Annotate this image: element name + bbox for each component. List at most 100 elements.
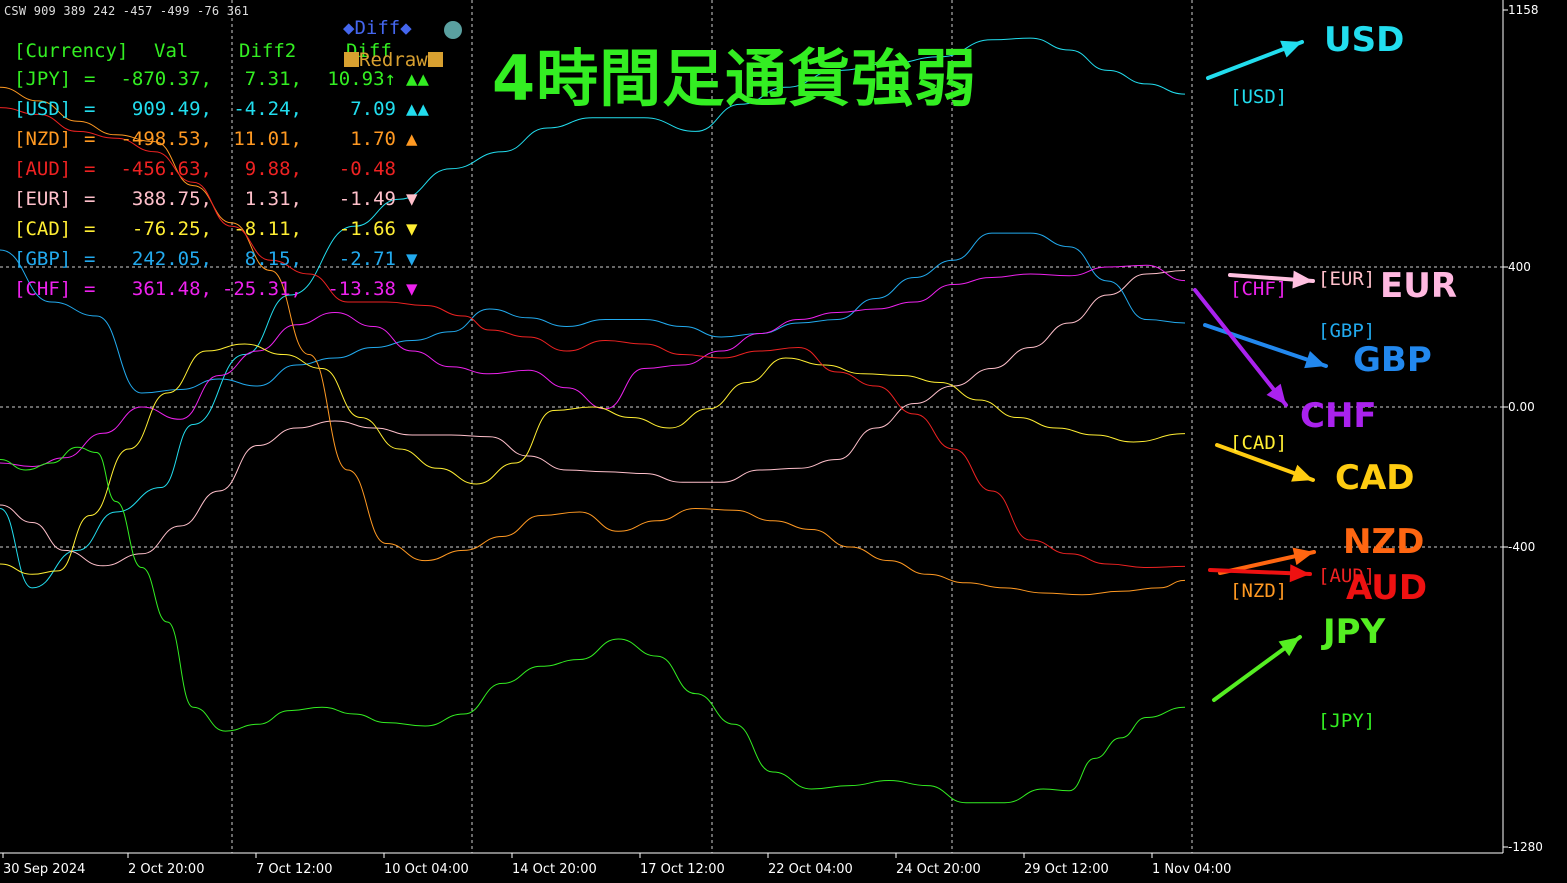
equals-sign: =: [84, 248, 96, 270]
annotation-jpy: JPY: [1323, 612, 1386, 652]
series-line-eur: [0, 270, 1186, 567]
val-value: -456.63,: [120, 158, 212, 180]
currency-label: [EUR]: [14, 188, 72, 210]
series-line-gbp: [0, 232, 1186, 394]
equals-sign: =: [84, 98, 96, 120]
y-tick-label: 1158: [1508, 3, 1539, 17]
arrow-eur-icon: [1228, 270, 1315, 289]
trend-arrows: ▼: [406, 248, 418, 270]
equals-sign: =: [84, 158, 96, 180]
diff-value: -0.48: [338, 158, 396, 180]
x-tick-label: 30 Sep 2024: [3, 862, 85, 877]
y-tick-label: 400: [1508, 260, 1531, 274]
col-header-val: Val: [154, 40, 189, 62]
equals-sign: =: [84, 128, 96, 150]
arrow-chf-icon: [1193, 288, 1288, 407]
annotation-eur: EUR: [1380, 266, 1458, 306]
annotation-nzd: NZD: [1343, 522, 1425, 562]
arrow-head: [1278, 637, 1300, 657]
arrow-head: [1289, 564, 1310, 583]
currency-label: [CAD]: [14, 218, 72, 240]
redraw-label: Redraw: [359, 49, 428, 71]
series-line-cad: [0, 343, 1186, 575]
series-line-jpy: [0, 446, 1186, 804]
currency-label: [NZD]: [14, 128, 72, 150]
series-tag-gbp: [GBP]: [1318, 320, 1376, 342]
trend-arrows: ▼: [406, 188, 418, 210]
diff-value: -1.66: [338, 218, 396, 240]
y-tick-label: -1280: [1508, 840, 1543, 854]
arrow-gbp-icon: [1203, 323, 1328, 369]
arrow-cad-icon: [1215, 443, 1315, 482]
diff-value: -13.38: [327, 278, 396, 300]
diff-value: 10.93↑: [327, 68, 396, 90]
x-tick-label: 29 Oct 12:00: [1024, 862, 1109, 877]
redraw-button[interactable]: Redraw: [344, 49, 443, 71]
series-line-nzd: [0, 86, 1186, 596]
trend-arrows: ▲▲: [406, 98, 429, 120]
trend-arrows: ▼: [406, 278, 418, 300]
y-tick-label: -400: [1508, 540, 1535, 554]
redraw-square-icon: [344, 52, 359, 67]
x-tick-label: 10 Oct 04:00: [384, 862, 469, 877]
x-tick-label: 2 Oct 20:00: [128, 862, 204, 877]
diff-value: -2.71: [338, 248, 396, 270]
val-value: -498.53,: [120, 128, 212, 150]
equals-sign: =: [84, 278, 96, 300]
series-tag-aud: [AUD]: [1318, 565, 1376, 587]
indicator-header: CSW 909 389 242 -457 -499 -76 361: [4, 4, 250, 18]
annotation-arrows: [1193, 40, 1328, 702]
series-line-aud: [0, 107, 1186, 568]
trend-arrows: ▼: [406, 218, 418, 240]
currency-label: [CHF]: [14, 278, 72, 300]
trend-arrows: ▲: [406, 128, 418, 150]
series-line-chf: [0, 264, 1186, 467]
diff2-value: 9.88,: [244, 158, 302, 180]
equals-sign: =: [84, 218, 96, 240]
annotation-cad: CAD: [1335, 458, 1415, 498]
equals-sign: =: [84, 68, 96, 90]
series-line-usd: [0, 37, 1186, 589]
arrow-head: [1292, 270, 1313, 289]
diff-button[interactable]: ◆Diff◆: [343, 17, 412, 39]
series-tag-nzd: [NZD]: [1230, 580, 1288, 602]
arrow-head: [1291, 464, 1313, 482]
y-tick-label: 0.00: [1508, 400, 1535, 414]
x-tick-label: 22 Oct 04:00: [768, 862, 853, 877]
diff2-value: 11.01,: [233, 128, 302, 150]
arrow-shaft: [1203, 323, 1328, 368]
arrow-head: [1292, 547, 1314, 566]
chart-title: 4時間足通貨強弱: [492, 42, 978, 115]
toggle-circle-icon[interactable]: [444, 21, 462, 39]
x-tick-label: 17 Oct 12:00: [640, 862, 725, 877]
diff-value: 7.09: [350, 98, 396, 120]
currency-label: [GBP]: [14, 248, 72, 270]
arrow-shaft: [1193, 288, 1288, 407]
diff2-value: 8.15,: [244, 248, 302, 270]
annotation-usd: USD: [1324, 20, 1405, 60]
diff2-value: 7.31,: [244, 68, 302, 90]
val-value: 242.05,: [131, 248, 212, 270]
series-tag-eur: [EUR]: [1318, 268, 1376, 290]
val-value: -870.37,: [120, 68, 212, 90]
x-tick-label: 7 Oct 12:00: [256, 862, 332, 877]
diff2-value: -8.11,: [233, 218, 302, 240]
diff-button-label: ◆Diff◆: [343, 17, 412, 39]
col-header-diff2: Diff2: [239, 40, 297, 62]
val-value: -76.25,: [131, 218, 212, 240]
series-tag-chf: [CHF]: [1230, 278, 1288, 300]
arrow-head: [1304, 351, 1326, 369]
arrow-jpy-icon: [1212, 635, 1302, 702]
redraw-square-icon-2: [427, 52, 443, 67]
diff-value: -1.49: [338, 188, 396, 210]
annotation-chf: CHF: [1300, 396, 1377, 436]
val-value: 361.48,: [131, 278, 212, 300]
annotation-aud: AUD: [1346, 568, 1428, 608]
x-tick-label: 14 Oct 20:00: [512, 862, 597, 877]
currency-label: [JPY]: [14, 68, 72, 90]
currency-label: [USD]: [14, 98, 72, 120]
arrow-head: [1280, 40, 1302, 58]
val-value: 909.49,: [131, 98, 212, 120]
